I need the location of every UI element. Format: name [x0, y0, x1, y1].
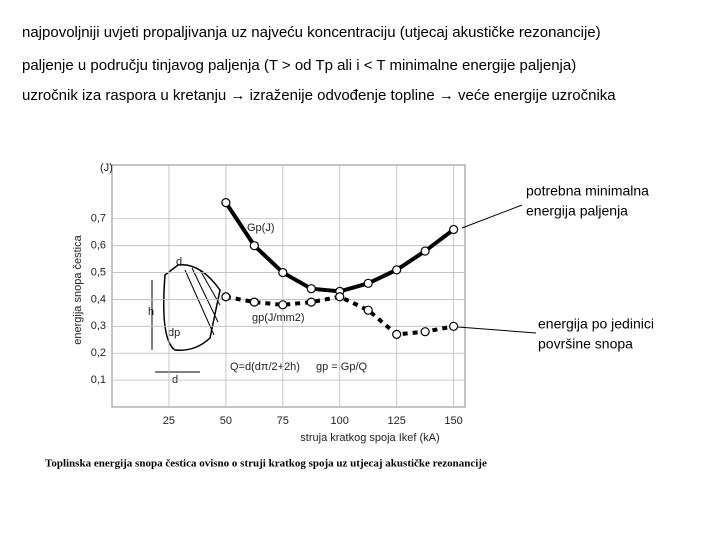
data-point [420, 246, 430, 256]
data-point [278, 300, 288, 310]
x-tick-label: 150 [444, 415, 462, 427]
y-unit: (J) [100, 162, 113, 174]
data-point [249, 241, 259, 251]
header-line: paljenje u području tinjavog paljenja (T… [22, 57, 576, 74]
header-line: uzročnik iza raspora u kretanju → izraže… [22, 87, 616, 104]
x-axis-label: struja kratkog spoja Ikef (kA) [300, 432, 439, 444]
leader-line [461, 204, 523, 229]
data-point [363, 305, 373, 315]
leader-line [457, 326, 537, 334]
x-tick-label: 75 [277, 415, 289, 427]
data-point [449, 224, 459, 235]
x-tick-label: 50 [220, 415, 232, 427]
formula: Q=d(dπ/2+2h) [230, 361, 300, 373]
data-point [249, 297, 259, 307]
y-tick-label: 0,5 [91, 266, 106, 278]
data-point [392, 329, 402, 339]
x-tick-label: 25 [163, 415, 175, 427]
series-label: gp(J/mm2) [252, 312, 305, 324]
annotation: energija paljenja [526, 203, 628, 219]
formula: gp = Gp/Q [316, 361, 368, 373]
plot-frame [111, 164, 466, 408]
series-label: Gp(J) [247, 222, 275, 234]
y-tick-label: 0,1 [91, 374, 106, 386]
annotation: energija po jedinici [538, 316, 654, 332]
y-tick-label: 0,6 [91, 240, 106, 252]
inset-label: d [176, 256, 182, 268]
y-axis-label: energija snopa čestica [72, 234, 84, 344]
data-point [449, 321, 459, 331]
y-tick-label: 0,4 [91, 293, 106, 305]
annotation: površine snopa [538, 336, 633, 352]
x-tick-label: 100 [331, 415, 349, 427]
annotation: potrebna minimalna [526, 183, 649, 199]
data-point [392, 265, 402, 275]
data-point [278, 267, 288, 278]
series-line [225, 294, 454, 337]
inset-label: dp [168, 327, 180, 339]
data-point [306, 284, 316, 294]
header-line: najpovoljniji uvjeti propaljivanja uz na… [22, 24, 601, 41]
y-tick-label: 0,3 [91, 320, 106, 332]
y-tick-label: 0,7 [91, 213, 106, 225]
data-point [363, 278, 373, 288]
data-point [221, 292, 231, 302]
data-point [420, 327, 430, 337]
data-point [335, 292, 345, 302]
inset-drawing [151, 263, 221, 373]
y-tick-label: 0,2 [91, 347, 106, 359]
data-point [221, 198, 231, 208]
caption: Toplinska energija snopa čestica ovisno … [45, 458, 487, 470]
x-tick-label: 125 [387, 415, 405, 427]
inset-label: h [148, 306, 154, 318]
data-point [306, 297, 316, 307]
